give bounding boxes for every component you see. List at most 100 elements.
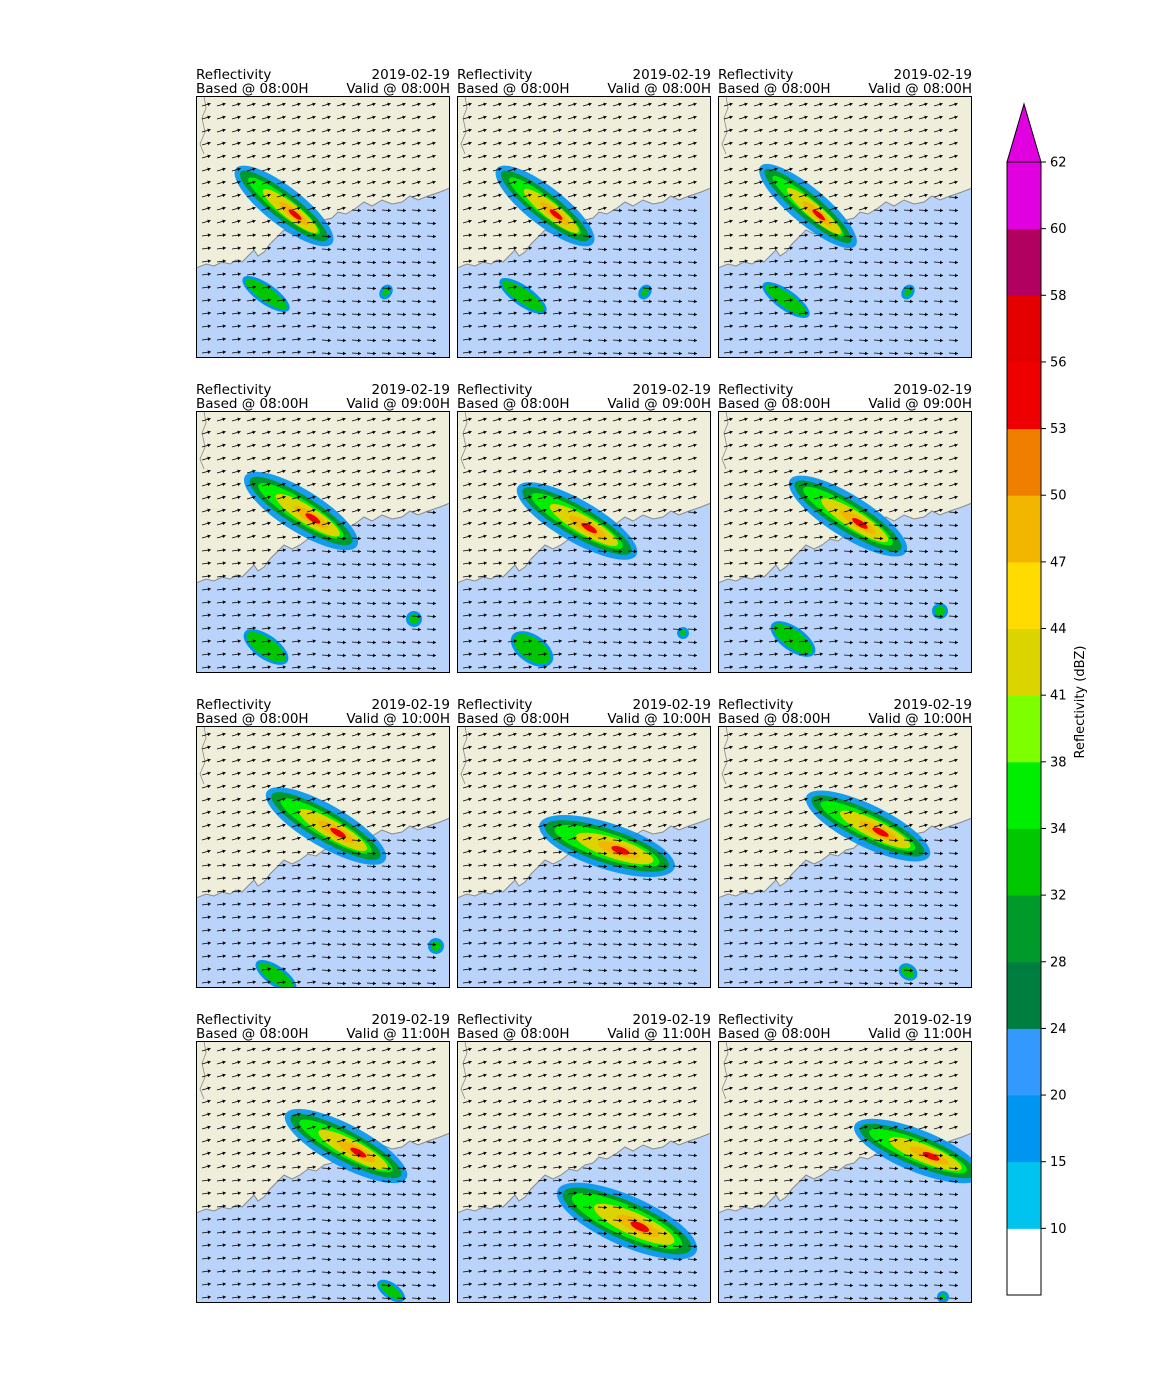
wind-vectors <box>723 732 959 986</box>
panel-title: Reflectivity <box>718 67 794 83</box>
map-frame <box>457 1041 711 1303</box>
colorbar-tick: 58 <box>1041 289 1067 304</box>
panel-date: 2019-02-19 <box>893 382 972 398</box>
reflectivity-echo <box>495 165 595 247</box>
panel-title: Reflectivity <box>718 697 794 713</box>
colorbar-segment <box>1007 1161 1041 1229</box>
panel-title: Reflectivity <box>196 67 272 83</box>
forecast-panel: Reflectivity 2019-02-19 Based @ 08:00H Vali… <box>457 698 711 988</box>
panel-valid-time: Valid @ 11:00H <box>607 1026 711 1042</box>
reflectivity-echo <box>539 815 675 877</box>
border-line <box>721 411 729 470</box>
border-line <box>199 726 207 785</box>
reflectivity-map <box>196 1041 450 1303</box>
border-line <box>460 1041 468 1100</box>
colorbar-ticks: 10 15 20 24 28 32 34 38 41 44 47 50 53 56 58 60 62 <box>1041 156 1067 1237</box>
panel-date: 2019-02-19 <box>371 1012 450 1028</box>
wind-vectors <box>723 102 959 356</box>
reflectivity-map <box>196 411 450 673</box>
panel-title: Reflectivity <box>457 697 533 713</box>
colorbar-tick: 15 <box>1041 1155 1067 1170</box>
wind-vectors <box>201 417 437 671</box>
panel-valid-time: Valid @ 10:00H <box>868 711 972 727</box>
reflectivity-map <box>457 411 711 673</box>
colorbar-segment <box>1007 228 1041 296</box>
panel-based-time: Based @ 08:00H <box>196 81 309 97</box>
panel-title: Reflectivity <box>196 382 272 398</box>
colorbar-tick-label: 10 <box>1050 1222 1067 1237</box>
reflectivity-echo <box>284 1108 408 1184</box>
panel-title: Reflectivity <box>457 67 533 83</box>
reflectivity-echo-small <box>770 621 816 657</box>
border-line <box>721 1041 729 1100</box>
panel-based-time: Based @ 08:00H <box>718 81 831 97</box>
forecast-panel: Reflectivity 2019-02-19 Based @ 08:00H Vali… <box>196 383 450 673</box>
reflectivity-map <box>457 96 711 358</box>
panel-valid-time: Valid @ 08:00H <box>868 81 972 97</box>
colorbar-tick: 60 <box>1041 222 1067 237</box>
reflectivity-echo-small <box>510 631 554 667</box>
panel-date: 2019-02-19 <box>632 1012 711 1028</box>
colorbar-tick: 20 <box>1041 1089 1067 1104</box>
colorbar-tick-label: 53 <box>1050 422 1067 437</box>
panel-date: 2019-02-19 <box>632 382 711 398</box>
border-line <box>199 1041 207 1100</box>
colorbar-tick: 53 <box>1041 422 1067 437</box>
border-line <box>721 726 729 785</box>
wind-vectors <box>201 732 437 986</box>
map-frame <box>718 96 972 358</box>
map-frame <box>718 411 972 673</box>
colorbar-tick: 56 <box>1041 355 1067 370</box>
panel-title: Reflectivity <box>718 1012 794 1028</box>
colorbar-tick-label: 24 <box>1050 1022 1067 1037</box>
colorbar-tick-label: 62 <box>1050 156 1067 171</box>
panel-based-time: Based @ 08:00H <box>196 711 309 727</box>
forecast-panel: Reflectivity 2019-02-19 Based @ 08:00H Vali… <box>457 383 711 673</box>
border-line <box>199 96 207 155</box>
panel-based-time: Based @ 08:00H <box>457 1026 570 1042</box>
wind-vectors <box>462 1047 698 1301</box>
panel-based-time: Based @ 08:00H <box>457 81 570 97</box>
colorbar-label: Reflectivity (dBZ) <box>1073 646 1088 759</box>
panel-valid-time: Valid @ 09:00H <box>607 396 711 412</box>
reflectivity-echo-small <box>762 281 810 319</box>
reflectivity-echo-small <box>406 611 422 627</box>
map-frame <box>718 726 972 988</box>
map-frame <box>196 726 450 988</box>
colorbar-segment <box>1007 895 1041 963</box>
panel-valid-time: Valid @ 08:00H <box>607 81 711 97</box>
map-frame <box>457 726 711 988</box>
colorbar-segment <box>1007 361 1041 430</box>
colorbar-segment <box>1007 162 1041 230</box>
wind-vectors <box>462 102 698 356</box>
forecast-panel: Reflectivity 2019-02-19 Based @ 08:00H Vali… <box>457 68 711 358</box>
colorbar-segment <box>1007 828 1041 896</box>
map-frame <box>457 411 711 673</box>
map-frame <box>196 411 450 673</box>
map-frame <box>196 96 450 358</box>
reflectivity-echo <box>234 165 334 247</box>
border-line <box>460 96 468 155</box>
colorbar-tick-label: 38 <box>1050 755 1067 770</box>
panel-based-time: Based @ 08:00H <box>196 1026 309 1042</box>
panel-based-time: Based @ 08:00H <box>196 396 309 412</box>
colorbar-segment <box>1007 495 1041 563</box>
colorbar-segment <box>1007 295 1041 363</box>
panel-based-time: Based @ 08:00H <box>457 711 570 727</box>
wind-vectors <box>723 417 959 671</box>
colorbar-segment <box>1007 1095 1041 1163</box>
colorbar-tick-label: 56 <box>1050 355 1067 370</box>
reflectivity-echo <box>243 471 359 551</box>
colorbar-segment <box>1007 561 1041 630</box>
colorbar-tick: 32 <box>1041 889 1067 904</box>
panel-date: 2019-02-19 <box>893 1012 972 1028</box>
panel-valid-time: Valid @ 09:00H <box>346 396 450 412</box>
panel-title: Reflectivity <box>718 382 794 398</box>
border-line <box>721 96 729 155</box>
colorbar-tick: 28 <box>1041 955 1067 970</box>
forecast-panel: Reflectivity 2019-02-19 Based @ 08:00H Vali… <box>196 68 450 358</box>
panel-title: Reflectivity <box>196 697 272 713</box>
panel-valid-time: Valid @ 11:00H <box>346 1026 450 1042</box>
forecast-panel: Reflectivity 2019-02-19 Based @ 08:00H Vali… <box>457 1013 711 1303</box>
